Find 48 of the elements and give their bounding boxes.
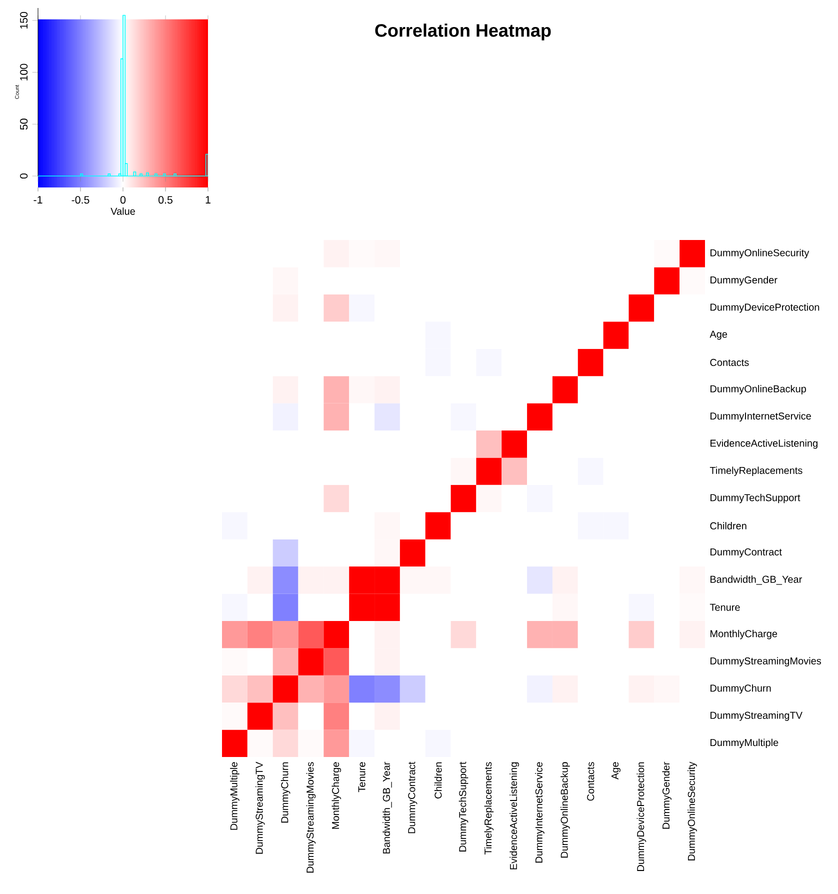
color-bar-label: -1 <box>34 196 42 204</box>
y-tick-label: DummyOnlineBackup <box>710 385 806 394</box>
x-tick-label: DummyMultiple <box>230 762 240 830</box>
x-tick-label: DummyChurn <box>280 762 290 823</box>
y-tick-label: DummyDeviceProtection <box>710 303 820 313</box>
x-tick-label: DummyStreamingTV <box>255 762 265 854</box>
x-tick-label: DummyStreamingMovies <box>306 762 316 873</box>
color-bar-label: -0.5 <box>72 196 90 204</box>
x-tick-label: Contacts <box>587 762 594 801</box>
y-tick-label: DummyMultiple <box>710 738 778 748</box>
x-tick-label: Age <box>612 762 620 780</box>
x-tick-label: DummyOnlineBackup <box>560 762 570 858</box>
x-tick-label: DummyTechSupport <box>458 762 468 852</box>
x-tick-label: Bandwidth_GB_Year <box>382 762 392 854</box>
x-tick-label: DummyDeviceProtection <box>636 762 646 871</box>
x-tick-label: DummyInternetService <box>535 762 544 863</box>
x-tick-label: EvidenceActiveListening <box>510 762 519 870</box>
y-tick-label: DummyChurn <box>710 684 771 694</box>
color-bar-title: Value <box>110 207 135 215</box>
y-tick-label: DummyOnlineSecurity <box>710 248 810 258</box>
chart-title: Correlation Heatmap <box>375 24 551 40</box>
y-tick-label: MonthlyCharge <box>710 630 778 640</box>
y-tick-label: 50 <box>20 118 28 130</box>
y-tick-label: EvidenceActiveListening <box>710 439 818 449</box>
color-bar-label: 0 <box>120 196 126 204</box>
y-tick-label: Age <box>710 330 728 340</box>
y-tick-label: DummyStreamingTV <box>710 712 802 721</box>
color-bar-label: 1 <box>206 196 210 204</box>
y-tick-label: Contacts <box>710 358 749 366</box>
color-bar-label: 0.5 <box>158 196 172 204</box>
x-tick-label: Tenure <box>358 762 366 792</box>
y-tick-label: DummyTechSupport <box>710 494 800 504</box>
y-tick-label: 0 <box>20 173 28 179</box>
y-tick-label: DummyInternetService <box>710 412 811 422</box>
x-tick-label: MonthlyCharge <box>332 762 342 829</box>
x-tick-label: Children <box>434 762 442 798</box>
x-tick-label: DummyContract <box>408 762 418 834</box>
y-tick-label: Children <box>710 522 746 530</box>
y-tick-label: Tenure <box>710 604 740 611</box>
y-tick-label: DummyStreamingMovies <box>710 657 822 666</box>
y-tick-label: TimelyReplacements <box>710 466 802 476</box>
x-tick-label: TimelyReplacements <box>484 762 494 854</box>
y-tick-label: 100 <box>20 64 28 80</box>
x-tick-label: DummyGender <box>662 762 672 829</box>
y-tick-label: Bandwidth_GB_Year <box>710 576 802 585</box>
y-tick-label: 150 <box>20 12 28 29</box>
y-tick-label: DummyGender <box>710 276 778 286</box>
y-tick-label: DummyContract <box>710 548 782 558</box>
